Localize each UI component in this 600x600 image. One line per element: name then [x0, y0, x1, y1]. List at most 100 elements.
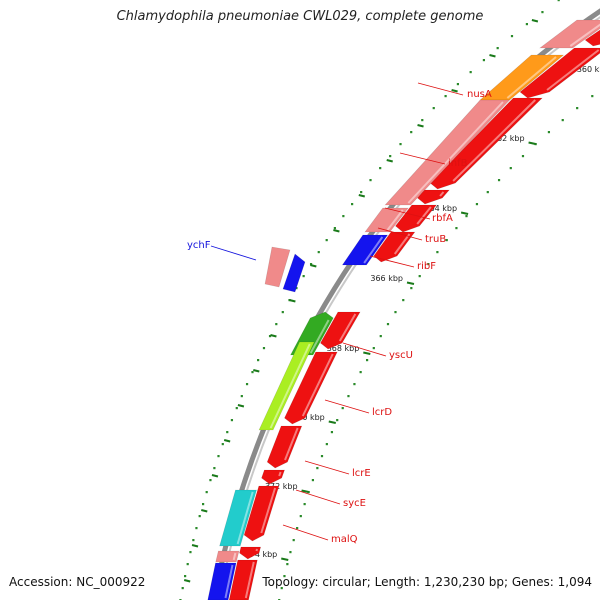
scale-tick	[237, 404, 245, 408]
gene-label-ribF: ribF	[417, 261, 436, 272]
scale-dots-outer	[427, 263, 430, 266]
scale-dots-inner	[230, 419, 234, 422]
scale-major-tick	[460, 211, 469, 215]
scale-tick	[451, 89, 458, 93]
scale-dots-inner	[281, 311, 284, 314]
scale-major-tick	[363, 351, 371, 355]
scale-dots-inner	[262, 347, 266, 350]
gene-block	[584, 29, 600, 47]
gene-leader-truB	[377, 227, 423, 241]
gene-label-lcrE: lcrE	[352, 468, 371, 479]
scale-major-tick	[406, 281, 415, 285]
scale-dots-inner	[221, 443, 224, 446]
gene-block-shine	[407, 101, 504, 204]
scale-tick	[223, 439, 231, 443]
scale-dots-inner	[469, 71, 472, 74]
scale-dots-inner	[421, 119, 424, 122]
scale-label: 364 kbp	[424, 204, 457, 213]
gene-label-truB: truB	[425, 234, 446, 245]
gene-block	[519, 47, 600, 99]
scale-dots-outer	[394, 311, 397, 314]
scale-dots-outer	[303, 503, 306, 506]
scale-dots-outer	[455, 227, 458, 230]
scale-dots-inner	[268, 335, 272, 338]
scale-dots-outer	[486, 191, 489, 194]
scale-tick	[201, 509, 208, 513]
scale-major-tick	[528, 141, 536, 145]
gene-block	[429, 97, 543, 190]
scale-dots-inner	[510, 35, 514, 38]
scale-dots-inner	[209, 479, 212, 482]
gene-leader-lcrE	[304, 460, 350, 475]
gene-block	[479, 54, 565, 101]
gene-label-rbfA: rbfA	[432, 213, 453, 224]
scale-label: 370 kbp	[292, 413, 325, 422]
gene-block	[373, 231, 416, 263]
scale-dots-inner	[333, 227, 336, 230]
scale-dots-inner	[251, 371, 254, 374]
scale-dots-outer	[280, 587, 283, 590]
scale-dots-inner	[482, 59, 486, 62]
scale-dots-inner	[226, 431, 229, 434]
scale-dots-inner	[235, 407, 238, 410]
scale-dots-inner	[217, 455, 220, 458]
scale-tick	[253, 369, 260, 373]
gene-block-shine	[546, 49, 600, 91]
gene-block-shine	[232, 552, 237, 561]
scale-dots-inner	[444, 95, 447, 98]
scale-major-tick	[281, 557, 289, 561]
scale-dots-inner	[351, 203, 354, 206]
scale-major-tick	[301, 489, 309, 493]
gene-block-shine	[255, 548, 258, 552]
gene-ychF	[282, 253, 306, 293]
scale-dots-outer	[372, 347, 375, 350]
gene-block	[243, 485, 280, 542]
scale-tick	[417, 124, 424, 128]
scale-tick	[211, 474, 219, 478]
scale-dots-outer	[336, 419, 339, 422]
gene-block-shine	[301, 353, 334, 417]
gene-block	[284, 351, 338, 425]
scale-dots-inner	[192, 539, 195, 542]
scale-dots-inner	[181, 587, 184, 590]
scale-tick	[183, 579, 191, 583]
scale-dots-outer	[365, 359, 369, 362]
gene-block-shine	[260, 487, 277, 534]
scale-dots-outer	[353, 383, 356, 386]
gene-block	[341, 234, 389, 266]
scale-dots-inner	[309, 263, 313, 266]
scale-dots-outer	[325, 443, 328, 446]
scale-label: 362 kbp	[492, 134, 525, 143]
gene-block-shine	[439, 191, 445, 197]
scale-label: 374 kbp	[245, 550, 278, 559]
gene-block	[364, 207, 409, 233]
scale-dots-outer	[347, 395, 350, 398]
gene-label-lcrD: lcrD	[372, 407, 392, 418]
scale-dots-inner	[213, 467, 216, 470]
gene-block-shine	[569, 23, 600, 47]
scale-dots-inner	[369, 179, 372, 182]
scale-dots-inner	[275, 323, 278, 326]
scale-dots-outer	[320, 455, 324, 458]
scale-dots-inner	[541, 11, 544, 14]
gene-block-shine	[363, 236, 384, 264]
gene-block-shine	[278, 471, 282, 477]
gene-block-shine	[338, 313, 357, 342]
scale-dots-outer	[475, 203, 479, 206]
scale-dots-outer	[283, 575, 286, 578]
scale-dots-outer	[465, 215, 468, 218]
scale-dots-inner	[399, 143, 402, 146]
scale-dots-inner	[432, 107, 435, 110]
gene-block-shine	[506, 56, 557, 99]
scale-dots-inner	[205, 491, 208, 494]
gene-block-shine	[269, 343, 311, 429]
gene-block	[215, 550, 240, 563]
scale-dots-inner	[456, 83, 460, 86]
scale-dots-outer	[307, 491, 310, 494]
scale-tick	[289, 299, 296, 303]
scale-dots-outer	[410, 287, 413, 290]
gene-ychF-partner	[264, 246, 291, 288]
scale-dots-outer	[311, 479, 315, 482]
gene-leader-sycE	[295, 489, 341, 505]
